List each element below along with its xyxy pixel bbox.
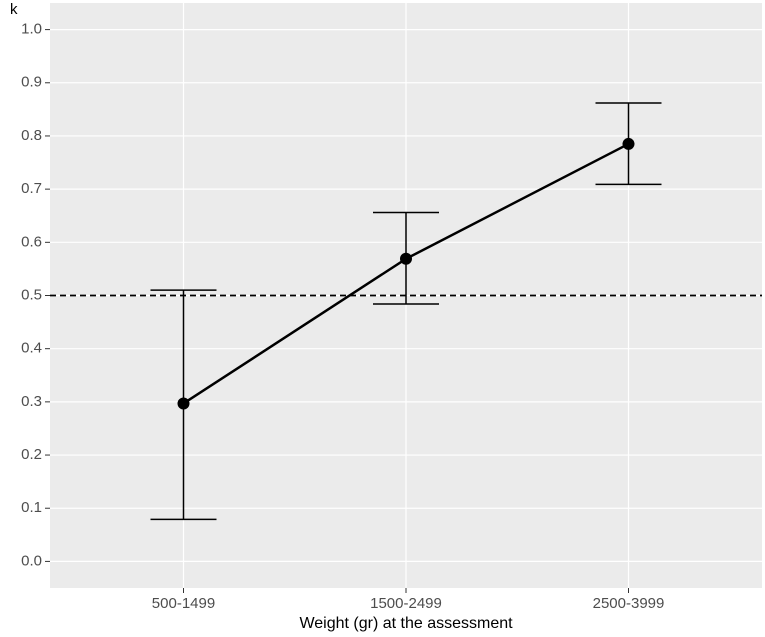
y-tick-label: 0.2 xyxy=(21,446,42,463)
x-tick-label: 500-1499 xyxy=(152,595,215,612)
y-tick-label: 0.8 xyxy=(21,127,42,144)
y-tick-label: 1.0 xyxy=(21,21,42,38)
y-tick-label: 0.1 xyxy=(21,499,42,516)
y-tick-label: 0.6 xyxy=(21,233,42,250)
y-tick-label: 0.0 xyxy=(21,552,42,569)
y-axis-title: k xyxy=(10,1,18,18)
y-tick-label: 0.3 xyxy=(21,393,42,410)
point xyxy=(177,397,190,410)
x-tick-label: 1500-2499 xyxy=(370,595,442,612)
y-tick-label: 0.4 xyxy=(21,340,42,357)
point xyxy=(400,252,412,265)
x-tick-label: 2500-3999 xyxy=(593,595,665,612)
y-tick-label: 0.7 xyxy=(21,180,42,197)
x-axis-title: Weight (gr) at the assessment xyxy=(299,615,513,632)
point xyxy=(622,137,635,150)
y-tick-label: 0.9 xyxy=(21,74,42,91)
y-tick-label: 0.5 xyxy=(21,286,42,303)
